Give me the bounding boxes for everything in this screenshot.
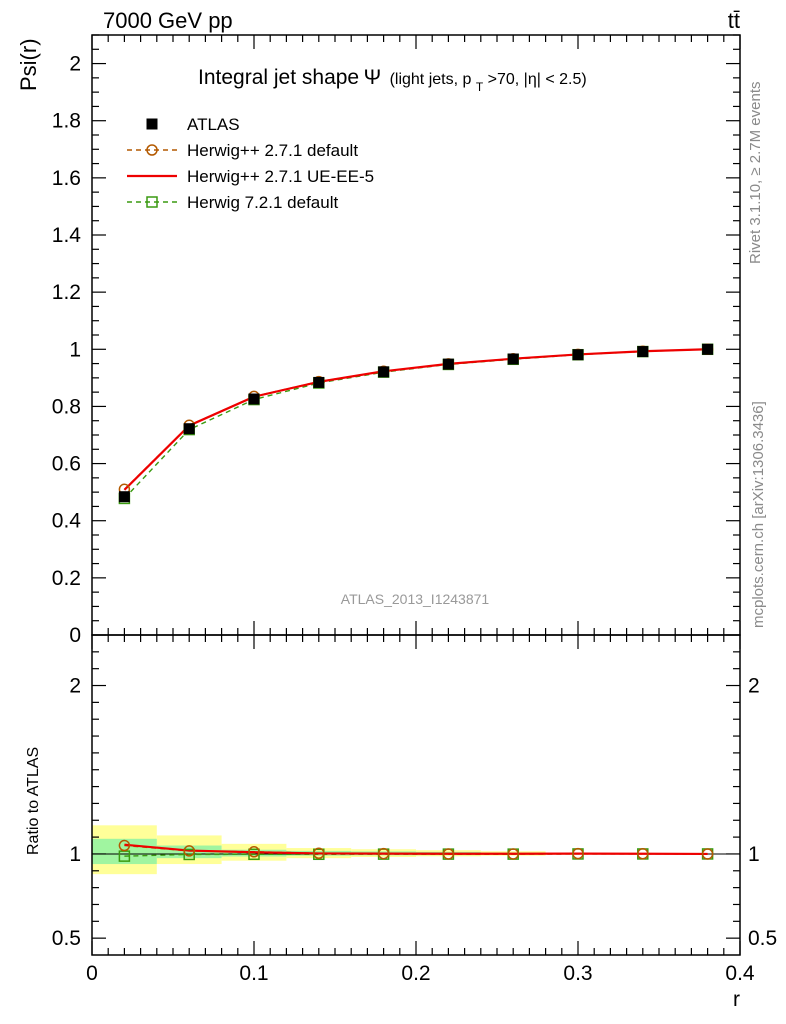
legend-label-herwig-2-7-1-ue-ee-5: Herwig++ 2.7.1 UE-EE-5: [187, 167, 374, 186]
x-tick-label: 0.2: [401, 962, 430, 985]
ratio-point-herwig-2-7-1-default: [572, 847, 584, 860]
rivet-version-label: Rivet 3.1.10, ≥ 2.7M events: [747, 82, 764, 265]
title-sub-index: T: [476, 80, 484, 94]
ratio-point-herwig-2-7-1-default: [701, 848, 714, 860]
main-point-atlas: [183, 423, 195, 435]
ratio-plot-frame: [91, 634, 741, 956]
main-title: Integral jet shape Ψ (light jets, p T >7…: [198, 66, 587, 95]
analysis-watermark: ATLAS_2013_I1243871: [341, 591, 490, 607]
main-ylabel: Psi(r): [16, 38, 41, 91]
ratio-point-herwig-2-7-1-default: [118, 839, 131, 852]
main-point-atlas: [702, 343, 714, 355]
mcplots-label: mcplots.cern.ch [arXiv:1306.3436]: [750, 401, 767, 628]
main-point-atlas: [118, 491, 130, 503]
ratio-y-tick-label-right: 2: [748, 675, 760, 698]
ratio-y-tick-label: 2: [69, 675, 81, 698]
main-point-atlas: [313, 376, 325, 388]
ratio-point-herwig-2-7-1-default: [183, 845, 195, 857]
ratio-ylabel: Ratio to ATLAS: [25, 747, 42, 855]
ratio-point-herwig-2-7-1-default: [442, 848, 455, 860]
main-point-atlas: [637, 346, 649, 358]
ratio-point-herwig-2-7-1-default: [248, 846, 260, 858]
main-y-tick-label: 1.2: [52, 281, 81, 304]
main-y-tick-label: 0: [69, 624, 81, 647]
main-series-lines: [123, 348, 708, 499]
ratio-point-herwig-7-2-1-default: [183, 848, 195, 861]
ratio-line-herwig-2-7-1-ue-ee-5: [124, 843, 708, 856]
legend: ATLAS Herwig++ 2.7.1 default Herwig++ 2.7.…: [127, 115, 374, 212]
ratio-point-herwig-2-7-1-default: [313, 847, 325, 860]
xlabel: r: [733, 988, 740, 1011]
legend-label-herwig-7-2-1-default: Herwig 7.2.1 default: [187, 193, 338, 212]
ratio-point-herwig-2-7-1-default: [637, 848, 649, 860]
main-line-herwig-2-7-1-ue-ee-5: [123, 348, 708, 491]
ratio-series-markers: [118, 839, 714, 862]
main-y-tick-label: 1: [69, 338, 81, 361]
axis-tick-labels: 0 0.2 0.4 0.6 0.8 1 1.2 1.4 1.6 1.8 2 0.5 0.5 1 1 2 2 0 0.…: [52, 53, 777, 985]
legend-label-atlas: ATLAS: [187, 115, 240, 134]
ratio-y-tick-label: 1: [69, 843, 81, 866]
legend-marker-herwig-2-7-1-default: [146, 144, 158, 156]
legend-label-herwig-2-7-1-default: Herwig++ 2.7.1 default: [187, 141, 358, 160]
title-sub-rest: >70, |η| < 2.5): [488, 71, 587, 88]
energy-label: 7000 GeV pp: [103, 8, 233, 33]
main-point-atlas: [507, 353, 519, 365]
main-point-atlas: [378, 366, 390, 378]
x-tick-label: 0.3: [563, 962, 592, 985]
axis-ticks: [91, 34, 741, 955]
main-series-markers: [118, 343, 714, 505]
ratio-y-tick-label: 0.5: [52, 927, 81, 950]
main-y-tick-label: 0.8: [52, 395, 81, 418]
main-point-atlas: [248, 393, 260, 405]
main-y-tick-label: 0.4: [52, 510, 82, 533]
main-point-atlas: [572, 349, 584, 361]
ratio-series-lines: [124, 843, 708, 857]
main-y-tick-label: 2: [69, 53, 81, 76]
main-y-tick-label: 1.6: [52, 167, 81, 190]
main-line-herwig-7-2-1-default: [123, 348, 708, 499]
title-symbol: Ψ: [364, 66, 382, 89]
process-label: tt̄: [728, 8, 740, 33]
main-y-tick-label: 0.6: [52, 453, 81, 476]
ratio-y-tick-label-right: 1: [748, 843, 760, 866]
main-point-atlas: [442, 358, 454, 370]
main-y-tick-label: 1.4: [52, 224, 82, 247]
ratio-point-herwig-2-7-1-default: [377, 847, 390, 860]
main-y-tick-label: 0.2: [52, 567, 81, 590]
x-tick-label: 0: [86, 962, 98, 985]
ratio-point-herwig-2-7-1-default: [507, 848, 519, 860]
main-y-tick-label: 1.8: [52, 110, 81, 133]
x-tick-label: 0.1: [239, 962, 268, 985]
title-main: Integral jet shape: [198, 66, 359, 89]
legend-marker-herwig-7-2-1-default: [146, 196, 158, 208]
legend-marker-atlas: [146, 118, 158, 130]
x-tick-label: 0.4: [725, 962, 755, 985]
ratio-y-tick-label-right: 0.5: [748, 927, 777, 950]
title-sub: (light jets, p: [390, 71, 472, 88]
